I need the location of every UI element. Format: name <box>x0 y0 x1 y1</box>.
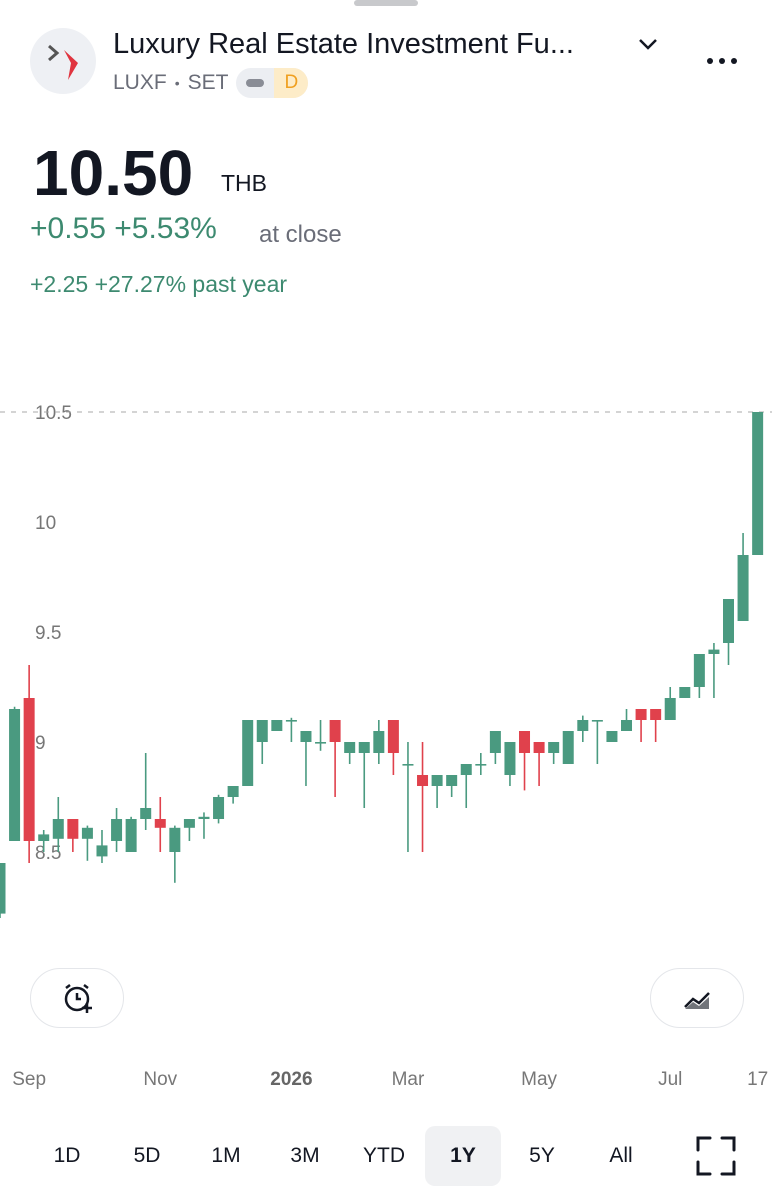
candle-body <box>417 775 429 786</box>
candle-body <box>548 742 560 753</box>
candle-body <box>242 720 254 786</box>
y-tick-label: 10 <box>35 513 56 534</box>
range-option[interactable]: 5D <box>133 1144 161 1167</box>
candle-body <box>708 649 720 654</box>
candle-body <box>52 819 64 839</box>
separator: • <box>174 75 180 91</box>
candle-body <box>300 731 312 742</box>
candle-body <box>723 599 734 643</box>
candle-body <box>373 731 385 753</box>
chart-style-button[interactable] <box>650 968 744 1028</box>
year-change: +2.25 +27.27% past year <box>30 271 288 297</box>
candle-body <box>577 720 589 731</box>
x-tick-label: 17 <box>747 1069 768 1090</box>
candle-body <box>431 775 443 786</box>
instrument-subtitle: LUXF • SET D <box>113 68 309 98</box>
candle-body <box>533 742 545 753</box>
currency: THB <box>221 170 267 196</box>
x-tick-label: 2026 <box>270 1069 312 1090</box>
candle-body <box>635 709 647 720</box>
candle-body <box>475 764 487 766</box>
x-tick-label: Sep <box>12 1069 46 1090</box>
candle-body <box>0 863 6 914</box>
candle-body <box>169 827 181 852</box>
chart-style-icon <box>684 992 710 1009</box>
alert-icon <box>64 984 92 1013</box>
candle-body <box>519 731 531 753</box>
range-option[interactable]: 1M <box>211 1144 241 1167</box>
candle-body <box>256 720 268 742</box>
candle-body <box>271 720 283 731</box>
candle-body <box>562 731 574 764</box>
candle-body <box>125 819 137 852</box>
candle-body <box>38 834 50 841</box>
x-tick-label: Nov <box>143 1069 177 1090</box>
alert-button[interactable] <box>30 968 124 1028</box>
range-option[interactable]: All <box>609 1144 633 1167</box>
candle-body <box>358 742 370 753</box>
candle-body <box>96 845 108 857</box>
candle-body <box>679 687 691 698</box>
instrument-title[interactable]: Luxury Real Estate Investment Fu... <box>113 28 574 60</box>
candle-body <box>213 797 225 819</box>
candle-body <box>504 742 516 775</box>
candle-body <box>227 786 239 797</box>
candle-body <box>315 742 327 744</box>
candle-body <box>183 819 195 828</box>
candle-body <box>67 819 79 839</box>
candle-body <box>198 816 210 819</box>
candle-body <box>650 709 662 720</box>
candle-body <box>489 731 501 753</box>
candle-body <box>387 720 399 753</box>
candle-body <box>285 720 297 722</box>
range-option[interactable]: 3M <box>290 1144 320 1167</box>
candle-body <box>693 654 705 687</box>
candle-body <box>81 827 93 839</box>
candle-body <box>606 731 618 742</box>
candle-body <box>329 720 341 742</box>
range-option[interactable]: 1Y <box>425 1126 501 1186</box>
change-note: at close <box>259 221 342 248</box>
range-option[interactable]: 5Y <box>529 1144 555 1167</box>
candle-body <box>664 698 676 720</box>
x-tick-label: Mar <box>392 1069 425 1090</box>
candle-body <box>591 720 603 722</box>
y-tick-label: 9.5 <box>35 623 61 644</box>
candle-body <box>140 808 152 819</box>
y-tick-label: 8.5 <box>35 843 61 864</box>
range-option[interactable]: YTD <box>363 1144 405 1167</box>
candle-body <box>9 709 21 841</box>
status-badge[interactable]: D <box>236 68 309 98</box>
candle-body <box>154 819 166 828</box>
badge-label: D <box>274 68 309 98</box>
y-tick-label: 10.5 <box>35 403 72 424</box>
price: 10.50 <box>33 137 194 209</box>
range-option[interactable]: 1D <box>53 1144 81 1167</box>
price-change: +0.55 +5.53% <box>30 212 217 245</box>
candle-body <box>621 720 633 731</box>
x-tick-label: Jul <box>658 1069 682 1090</box>
exchange: SET <box>187 71 229 94</box>
range-selector: 1D 5D 1M 3M YTD 1Y 5Y All <box>0 1126 772 1186</box>
candle-body <box>737 555 749 621</box>
drag-handle[interactable] <box>354 0 418 6</box>
x-tick-label: May <box>521 1069 557 1090</box>
candle-body <box>402 764 414 766</box>
candle-body <box>344 742 356 753</box>
ticker: LUXF <box>113 71 167 94</box>
candle-body <box>111 819 123 841</box>
candle-body <box>23 698 35 841</box>
candle-body <box>446 775 458 786</box>
candle-body <box>752 412 764 555</box>
candle-body <box>460 764 472 775</box>
y-tick-label: 9 <box>35 733 46 754</box>
